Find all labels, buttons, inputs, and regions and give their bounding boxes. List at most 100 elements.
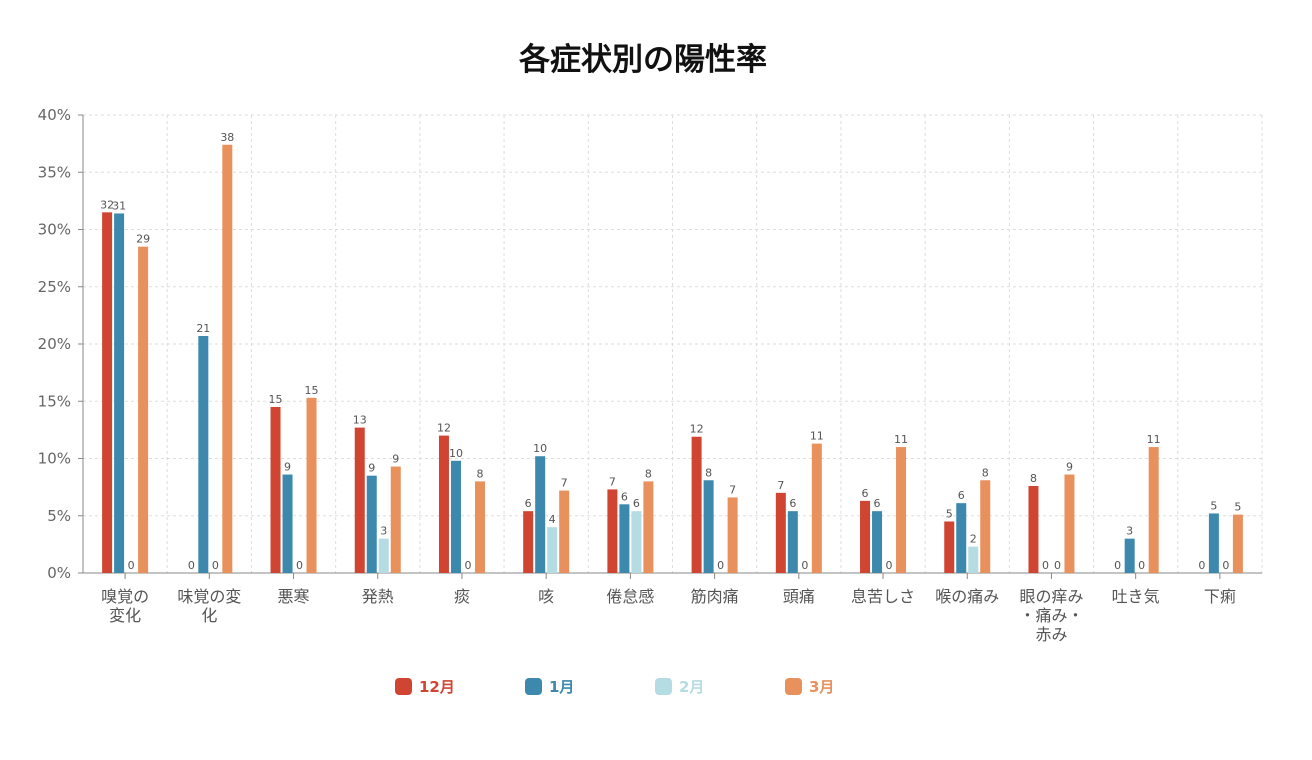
legend-label: 1月	[549, 678, 575, 696]
x-tick-label: 味覚の変化	[177, 587, 241, 625]
x-tick-label: 頭痛	[783, 587, 815, 606]
bar	[474, 481, 485, 573]
legend-item[interactable]: 1月	[525, 676, 574, 697]
data-label: 0	[1138, 559, 1145, 572]
data-label: 6	[633, 497, 640, 510]
data-label: 5	[1234, 501, 1241, 514]
x-tick-label-line: 倦怠感	[606, 587, 654, 606]
data-label: 0	[128, 559, 135, 572]
legend-label: 3月	[809, 678, 835, 696]
x-tick-label: 喉の痛み	[935, 587, 999, 606]
data-label: 32	[100, 198, 114, 211]
bar	[703, 480, 714, 573]
y-tick-label: 30%	[38, 221, 71, 239]
x-tick-label: 倦怠感	[606, 587, 654, 606]
bar	[378, 538, 389, 573]
x-tick-label-line: 痰	[454, 587, 470, 606]
data-label: 6	[874, 497, 881, 510]
legend-label: 2月	[679, 678, 705, 696]
x-tick-label: 痰	[454, 587, 470, 606]
legend-swatch	[785, 678, 802, 695]
bar	[366, 475, 377, 573]
x-tick-label-line: 味覚の変	[177, 587, 241, 606]
legend-item[interactable]: 2月	[655, 676, 704, 697]
data-label: 0	[212, 559, 219, 572]
data-label: 0	[188, 559, 195, 572]
bar	[1064, 474, 1075, 573]
bar	[944, 521, 955, 573]
data-label: 9	[392, 453, 399, 466]
bar	[138, 246, 149, 574]
data-label: 38	[220, 131, 234, 144]
bar	[222, 144, 233, 573]
y-tick-label: 25%	[38, 278, 71, 296]
x-tick-label-line: 咳	[538, 587, 554, 606]
legend-swatch	[395, 678, 412, 695]
bar	[282, 474, 293, 573]
data-label: 10	[533, 442, 547, 455]
bar	[306, 397, 317, 573]
data-label: 7	[777, 479, 784, 492]
bar	[727, 497, 738, 573]
bar	[114, 213, 125, 573]
x-tick-label: 吐き気	[1112, 587, 1160, 606]
x-tick-label: 下痢	[1204, 587, 1236, 606]
bar	[1148, 447, 1159, 573]
data-label: 6	[525, 497, 532, 510]
data-label: 15	[269, 393, 283, 406]
x-tick-label-line: 嗅覚の	[101, 587, 149, 606]
bar	[1028, 485, 1039, 573]
legend-item[interactable]: 3月	[785, 676, 834, 697]
x-tick-label-line: 発熱	[362, 587, 394, 606]
data-label: 2	[970, 533, 977, 546]
bar	[270, 406, 281, 573]
data-label: 0	[1222, 559, 1229, 572]
x-tick-label-line: 化	[201, 606, 217, 625]
data-label: 0	[886, 559, 893, 572]
data-label: 0	[717, 559, 724, 572]
legend: 12月 1月 2月 3月	[395, 676, 915, 700]
data-label: 6	[862, 487, 869, 500]
bar	[860, 500, 871, 573]
bar	[198, 335, 209, 573]
x-tick-label: 咳	[538, 587, 554, 606]
x-tick-label: 眼の痒み・痛み・赤み	[1019, 587, 1083, 644]
data-label: 3	[380, 525, 387, 538]
x-tick-label-line: 下痢	[1204, 587, 1236, 606]
bar	[102, 212, 113, 573]
bar	[691, 436, 702, 573]
data-label: 15	[305, 384, 319, 397]
bar	[354, 427, 365, 573]
bar	[1208, 513, 1219, 573]
x-tick-label-line: 眼の痒み	[1019, 587, 1083, 606]
bar	[559, 490, 570, 573]
legend-item[interactable]: 12月	[395, 676, 455, 697]
bar	[980, 480, 991, 573]
data-label: 8	[982, 466, 989, 479]
data-label: 0	[296, 559, 303, 572]
data-label: 0	[1054, 559, 1061, 572]
x-tick-label: 悪寒	[278, 587, 310, 606]
data-label: 8	[1030, 472, 1037, 485]
data-label: 9	[368, 462, 375, 475]
bar	[523, 511, 534, 573]
data-label: 3	[1126, 525, 1133, 538]
y-tick-label: 35%	[38, 163, 71, 181]
legend-swatch	[655, 678, 672, 695]
x-tick-label-line: 筋肉痛	[691, 587, 739, 606]
bar	[811, 443, 822, 573]
bar	[390, 466, 401, 573]
y-tick-label: 20%	[38, 335, 71, 353]
bar	[968, 546, 979, 573]
data-label: 8	[476, 467, 483, 480]
chart-title: 各症状別の陽性率	[519, 42, 767, 78]
y-tick-label: 0%	[47, 564, 71, 582]
data-label: 6	[958, 489, 965, 502]
bar	[775, 492, 786, 573]
y-tick-label: 40%	[38, 106, 71, 124]
y-tick-label: 5%	[47, 507, 71, 525]
legend-label: 12月	[419, 678, 455, 696]
x-tick-label: 筋肉痛	[691, 587, 739, 606]
x-tick-label-line: 赤み	[1035, 625, 1067, 644]
